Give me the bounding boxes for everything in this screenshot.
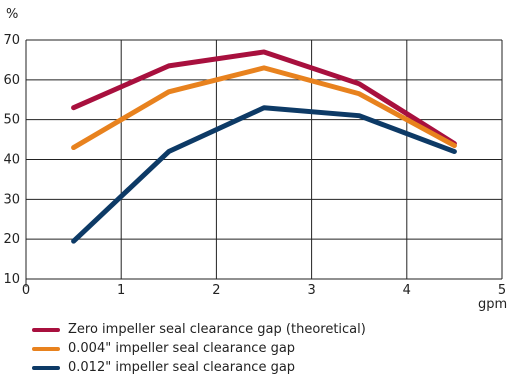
- x-tick-labels: 0 1 2 3 4 5: [22, 283, 506, 298]
- line-chart: 0 1 2 3 4 5 10 20 30 40 50 60 70 % gpm: [3, 7, 507, 312]
- y-axis-label: %: [6, 7, 18, 22]
- y-tick-label: 70: [3, 33, 20, 48]
- series-line-0004-gap: [71, 65, 457, 151]
- legend-swatch-0004-gap: [32, 346, 60, 351]
- x-axis-label: gpm: [478, 297, 507, 312]
- x-tick-label: 4: [403, 283, 411, 298]
- y-tick-labels: 10 20 30 40 50 60 70: [3, 33, 20, 287]
- series-lines: [71, 49, 457, 244]
- legend-item-0012-gap: 0.012" impeller seal clearance gap: [32, 358, 366, 377]
- y-tick-label: 20: [3, 232, 20, 247]
- legend-item-0004-gap: 0.004" impeller seal clearance gap: [32, 339, 366, 358]
- x-tick-label: 2: [212, 283, 220, 298]
- x-tick-label: 5: [498, 283, 506, 298]
- y-tick-label: 30: [3, 192, 20, 207]
- legend-label-0012-gap: 0.012" impeller seal clearance gap: [68, 360, 296, 375]
- legend-swatch-zero-gap: [32, 327, 60, 332]
- x-tick-label: 3: [307, 283, 315, 298]
- x-tick-label: 0: [22, 283, 30, 298]
- grid-lines: [25, 39, 503, 287]
- x-tick-label: 1: [117, 283, 125, 298]
- y-tick-label: 60: [3, 73, 20, 88]
- legend-label-zero-gap: Zero impeller seal clearance gap (theore…: [68, 322, 366, 337]
- y-tick-label: 10: [3, 272, 20, 287]
- y-tick-label: 50: [3, 113, 20, 128]
- legend-swatch-0012-gap: [32, 365, 60, 370]
- series-line-zero-gap: [71, 49, 457, 147]
- y-tick-label: 40: [3, 153, 20, 168]
- legend-label-0004-gap: 0.004" impeller seal clearance gap: [68, 341, 296, 356]
- series-line-0012-gap: [71, 105, 457, 244]
- legend: Zero impeller seal clearance gap (theore…: [32, 320, 366, 377]
- legend-item-zero-gap: Zero impeller seal clearance gap (theore…: [32, 320, 366, 339]
